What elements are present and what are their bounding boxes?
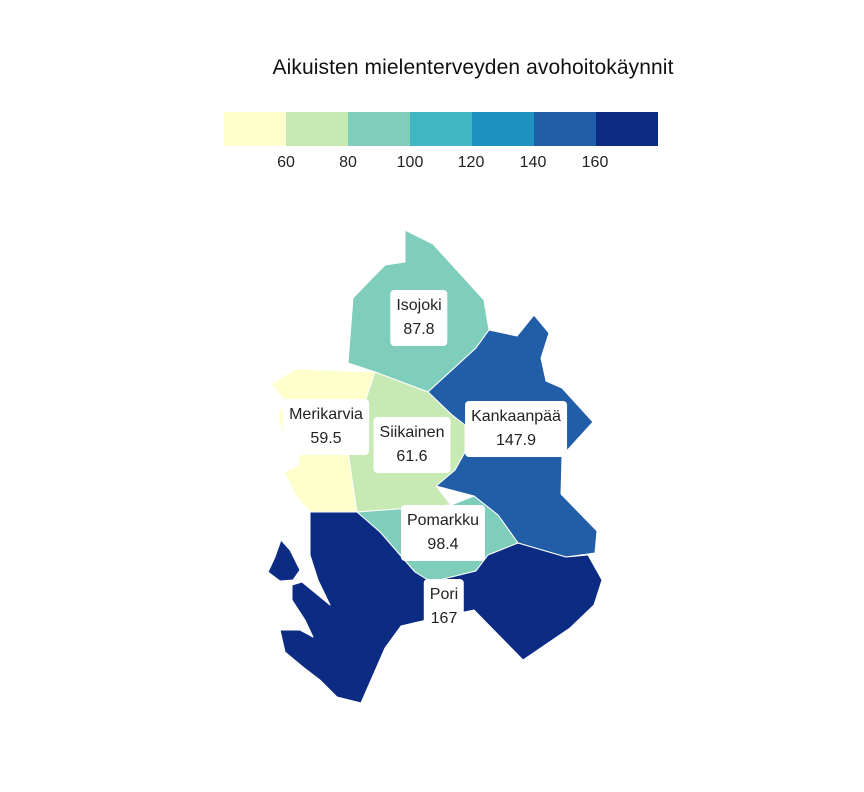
legend-swatch (224, 112, 286, 146)
region-label-kankaanpaa: Kankaanpää 147.9 (465, 401, 567, 457)
region-name: Siikainen (379, 424, 445, 441)
region-value: 167 (430, 610, 458, 627)
map-title: Aikuisten mielenterveyden avohoitokäynni… (272, 56, 674, 79)
region-name: Merikarvia (289, 406, 363, 423)
legend-tick-label: 140 (519, 154, 547, 171)
region-name: Pomarkku (406, 512, 480, 529)
region-name: Kankaanpää (471, 408, 561, 425)
region-value: 61.6 (396, 448, 428, 465)
legend-tick-label: 120 (457, 154, 485, 171)
legend-tick-label: 160 (581, 154, 609, 171)
region-name: Pori (429, 586, 459, 603)
legend-swatch (410, 112, 472, 146)
region-value: 87.8 (403, 321, 435, 338)
legend-tick-label: 80 (339, 154, 357, 171)
legend-swatch (348, 112, 410, 146)
legend-swatch (286, 112, 348, 146)
region-value: 59.5 (310, 430, 342, 447)
region-label-isojoki: Isojoki 87.8 (390, 290, 448, 346)
region-name: Isojoki (396, 297, 442, 314)
region-value: 147.9 (495, 432, 537, 449)
region-label-pomarkku: Pomarkku 98.4 (400, 505, 486, 561)
region-label-pori: Pori 167 (423, 579, 465, 635)
region-value: 98.4 (427, 536, 459, 553)
legend-swatch (472, 112, 534, 146)
legend-tick-label: 100 (396, 154, 424, 171)
legend-swatch (596, 112, 658, 146)
region-label-merikarvia: Merikarvia 59.5 (283, 399, 369, 455)
color-legend (224, 112, 658, 146)
region-label-siikainen: Siikainen 61.6 (373, 417, 451, 473)
legend-tick-label: 60 (277, 154, 295, 171)
region-pori-island (267, 539, 301, 582)
legend-swatch (534, 112, 596, 146)
